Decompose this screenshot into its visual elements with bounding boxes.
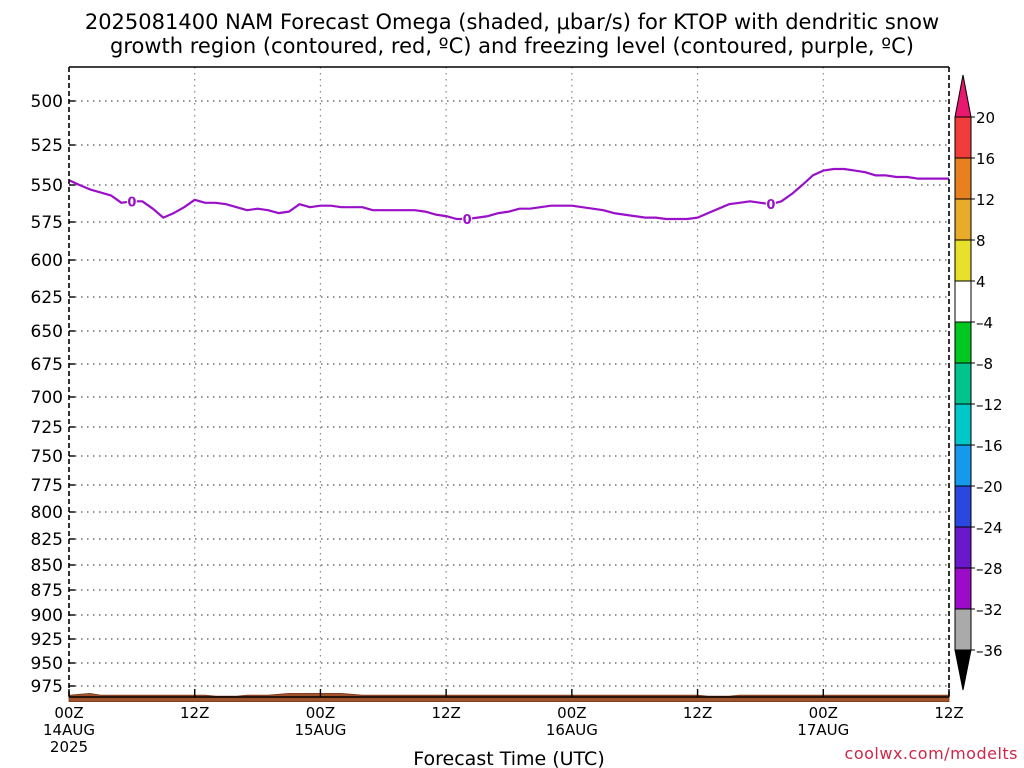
freezing-level-label-2: 0 (766, 198, 775, 213)
grid-lines (69, 67, 949, 697)
freezing-level-label-bg-2 (765, 196, 776, 212)
x-tick-date-0: 14AUG (43, 721, 95, 739)
colorbar-arrow-high (954, 74, 972, 118)
colorbar-band-3 (954, 485, 972, 528)
colorbar-label-8: –4 (976, 314, 993, 332)
y-tick-label-975: 975 (31, 677, 63, 697)
colorbar-label-1: –32 (976, 601, 1003, 619)
y-axis: 500 525 550 575 600 625 650 675 700 725 750 775 800 8… (31, 92, 75, 697)
colorbar-label-12: 16 (976, 150, 995, 168)
colorbar-label-0: –36 (976, 642, 1003, 660)
colorbar-label-4: –20 (976, 478, 1003, 496)
colorbar-label-2: –28 (976, 560, 1003, 578)
plot-background (69, 67, 949, 697)
colorbar-label-5: –16 (976, 437, 1003, 455)
x-tick-date-2: 15AUG (294, 721, 346, 739)
y-tick-label-900: 900 (31, 606, 63, 626)
y-tick-label-850: 850 (31, 556, 63, 576)
x-tick-label-2: 00Z (306, 704, 335, 722)
y-tick-label-925: 925 (31, 630, 63, 650)
y-tick-label-600: 600 (31, 251, 63, 271)
y-tick-label-775: 775 (31, 476, 63, 496)
x-tick-label-7: 12Z (934, 704, 963, 722)
freezing-level-layer: 0 0 0 (68, 167, 949, 228)
colorbar-band-12 (954, 116, 972, 159)
chart-title-line-2: growth region (contoured, red, ºC) and f… (110, 34, 914, 58)
x-tick-label-6: 00Z (809, 704, 838, 722)
y-tick-label-500: 500 (31, 92, 63, 112)
y-tick-label-950: 950 (31, 654, 63, 674)
colorbar-band-0 (954, 608, 972, 651)
colorbar-label-11: 12 (976, 191, 995, 209)
colorbar-band-10 (954, 198, 972, 241)
y-tick-label-575: 575 (31, 213, 63, 233)
colorbar-arrow-low (954, 649, 972, 691)
plot-frame (68, 66, 950, 698)
x-tick-date-4: 16AUG (546, 721, 598, 739)
x-tick-label-0: 00Z (54, 704, 83, 722)
freezing-level-label-1: 0 (463, 213, 472, 228)
y-tick-label-525: 525 (31, 136, 63, 156)
colorbar-band-4 (954, 444, 972, 487)
x-axis-label: Forecast Time (UTC) (413, 748, 604, 768)
x-tick-label-5: 12Z (683, 704, 712, 722)
y-tick-label-550: 550 (31, 176, 63, 196)
freezing-level-line (68, 167, 949, 221)
x-tick-year-0: 2025 (50, 738, 88, 756)
x-tick-label-4: 00Z (557, 704, 586, 722)
y-tick-label-675: 675 (31, 355, 63, 375)
x-tick-label-1: 12Z (180, 704, 209, 722)
x-tick-label-3: 12Z (431, 704, 460, 722)
chart-title-line-1: 2025081400 NAM Forecast Omega (shaded, μ… (84, 10, 940, 34)
colorbar-label-10: 8 (976, 232, 986, 250)
y-tick-label-625: 625 (31, 288, 63, 308)
colorbar-band-7 (954, 321, 972, 364)
source-credit: coolwx.com/modelts (844, 744, 1018, 763)
y-tick-label-825: 825 (31, 530, 63, 550)
colorbar-band-9 (954, 239, 972, 282)
colorbar-label-3: –24 (976, 519, 1003, 537)
colorbar-band-6 (954, 362, 972, 405)
colorbar-label-13: 20 (976, 109, 995, 127)
colorbar-band-2 (954, 526, 972, 569)
y-tick-label-800: 800 (31, 503, 63, 523)
plot-area (69, 67, 949, 697)
y-tick-label-875: 875 (31, 581, 63, 601)
freezing-level-label-bg-0 (126, 193, 137, 209)
colorbar-label-6: –12 (976, 396, 1003, 414)
colorbar-band-8 (954, 280, 972, 323)
colorbar-band-5 (954, 403, 972, 446)
colorbar-label-7: –8 (976, 355, 993, 373)
y-tick-label-700: 700 (31, 388, 63, 408)
colorbar-legend: –36 –32 –28 –24 –20 –16 –12 –8 –4 4 8 12 16 20 (954, 74, 1003, 691)
x-tick-date-6: 17AUG (797, 721, 849, 739)
y-tick-label-650: 650 (31, 322, 63, 342)
y-tick-label-725: 725 (31, 418, 63, 438)
freezing-level-label-bg-1 (462, 211, 473, 227)
y-tick-label-750: 750 (31, 447, 63, 467)
colorbar-band-11 (954, 157, 972, 200)
freezing-level-label-0: 0 (127, 195, 136, 210)
colorbar-label-9: 4 (976, 273, 986, 291)
colorbar-band-1 (954, 567, 972, 610)
